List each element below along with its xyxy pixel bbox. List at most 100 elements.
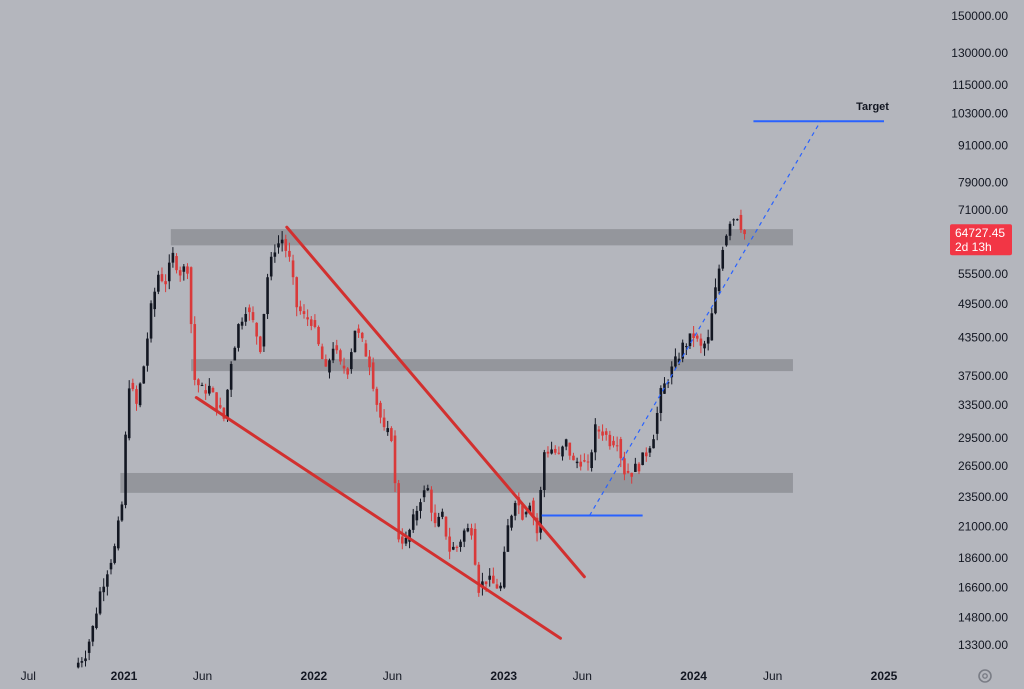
candle-body [193, 324, 197, 380]
y-tick-label: 23500.00 [958, 490, 1008, 504]
last-price-badge: 64727.45 2d 13h [950, 224, 1012, 256]
x-tick-label: Jun [193, 669, 212, 683]
candle-body [218, 405, 222, 408]
y-tick-label: 115000.00 [952, 78, 1008, 92]
candle-body [382, 417, 386, 428]
candle-body [342, 365, 346, 369]
candle-body [131, 382, 135, 390]
candle-body [510, 515, 513, 528]
candle-body [539, 489, 542, 533]
candle-body [375, 388, 379, 405]
candle-body [397, 483, 400, 540]
candle-body [659, 388, 663, 413]
y-tick-label: 37500.00 [958, 369, 1008, 383]
candle-body [575, 461, 579, 464]
candle-body [386, 428, 390, 433]
candle-body [710, 313, 714, 341]
chart-annotations: Target [856, 101, 889, 113]
candle-body [681, 342, 684, 359]
candle-body [127, 388, 131, 439]
candle-body [277, 243, 280, 248]
resistance-zone [120, 472, 793, 493]
x-tick-label: 2024 [680, 669, 707, 683]
candle-body [488, 575, 491, 580]
candle-body [641, 452, 644, 466]
y-tick-label: 49500.00 [958, 297, 1008, 311]
candle-body [258, 336, 262, 352]
candle-body [619, 439, 623, 459]
candle-body [175, 256, 178, 271]
candle-body [171, 252, 175, 263]
candle-body [208, 385, 211, 394]
candle-body [561, 446, 564, 457]
candle-body [470, 528, 473, 536]
settings-gear-icon[interactable] [978, 669, 992, 683]
x-tick-label: 2022 [301, 669, 328, 683]
x-axis[interactable]: Jul 2021 Jun 2022 Jun 2023 Jun 2024 Jun 2025 [21, 669, 898, 683]
candle-body [295, 277, 299, 308]
candle-body [484, 581, 488, 585]
candle-body [404, 537, 408, 544]
candle-body [725, 235, 728, 246]
candle-body [87, 641, 91, 653]
candle-body [368, 356, 371, 368]
y-tick-label: 21000.00 [958, 519, 1008, 533]
candle-body [674, 356, 677, 367]
candle-body [430, 489, 433, 513]
x-tick-label: Jun [763, 669, 782, 683]
candle-body [360, 332, 364, 339]
trendlines [194, 120, 884, 640]
candle-body [637, 463, 641, 472]
candle-body [313, 320, 317, 327]
candle-body [634, 463, 637, 472]
candle-body [350, 352, 353, 370]
candle-body [335, 345, 339, 351]
wedge-upper-line [285, 225, 586, 579]
candle-body [237, 324, 240, 348]
candle-body [167, 262, 171, 282]
candle-body [481, 581, 484, 588]
candle-body [291, 260, 295, 278]
y-axis[interactable]: 150000.00 130000.00 115000.00 103000.00 9100… [951, 9, 1008, 652]
candle-body [98, 591, 102, 614]
candle-body [95, 613, 98, 629]
candle-body [495, 584, 499, 589]
candle-body [302, 311, 306, 315]
y-tick-label: 130000.00 [951, 46, 1008, 60]
y-tick-label: 13300.00 [958, 638, 1008, 652]
y-tick-label: 18600.00 [958, 551, 1008, 565]
candle-body [328, 360, 331, 373]
x-tick-label: 2025 [871, 669, 898, 683]
candle-body [320, 346, 324, 360]
y-tick-label: 150000.00 [951, 9, 1008, 23]
candle-body [204, 390, 207, 394]
candle-body [138, 383, 142, 406]
candle-body [124, 434, 127, 506]
candle-body [255, 322, 258, 337]
candle-body [652, 439, 655, 449]
candle-body [717, 268, 721, 292]
candle-body [466, 528, 470, 532]
candle-body [601, 431, 604, 436]
y-tick-label: 103000.00 [951, 107, 1008, 121]
candle-body [546, 451, 550, 454]
candle-body [284, 239, 288, 251]
candle-body [699, 338, 703, 346]
candle-body [666, 382, 670, 384]
y-tick-label: 14800.00 [958, 610, 1008, 624]
candle-body [499, 585, 502, 589]
candle-body [197, 379, 200, 386]
candle-body [244, 313, 248, 322]
candle-body [120, 504, 124, 521]
candle-body [513, 503, 517, 516]
x-tick-label: Jul [21, 669, 36, 683]
candle-body [419, 502, 422, 511]
candle-body [524, 512, 528, 515]
candle-body [688, 333, 692, 347]
candle-body [116, 520, 120, 549]
candle-body [550, 449, 553, 454]
candle-body [492, 575, 495, 584]
candle-body [437, 516, 441, 527]
candle-body [324, 359, 328, 367]
